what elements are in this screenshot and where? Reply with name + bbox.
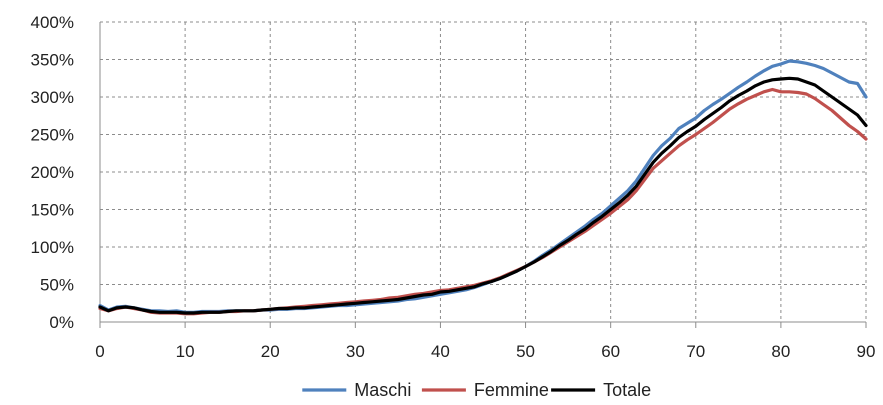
x-tick-label: 20 — [261, 342, 280, 361]
grid-layer — [100, 21, 867, 322]
x-tick-label: 0 — [95, 342, 104, 361]
y-tick-label: 150% — [31, 201, 74, 220]
series-layer — [98, 59, 868, 316]
y-tick-label: 250% — [31, 126, 74, 145]
y-tick-label: 200% — [31, 163, 74, 182]
x-tick-label: 70 — [686, 342, 705, 361]
x-tick-label: 40 — [431, 342, 450, 361]
y-tick-label: 50% — [40, 276, 74, 295]
x-tick-label: 30 — [346, 342, 365, 361]
legend-label-femmine: Femmine — [474, 380, 549, 400]
y-tick-label: 100% — [31, 238, 74, 257]
x-tick-label: 50 — [516, 342, 535, 361]
x-tick-label: 10 — [176, 342, 195, 361]
x-tick-label: 90 — [857, 342, 876, 361]
y-tick-label: 0% — [49, 313, 74, 332]
series-line-femmine — [98, 87, 868, 316]
legend-label-totale: Totale — [603, 380, 651, 400]
y-tick-label: 300% — [31, 88, 74, 107]
x-tick-label: 80 — [771, 342, 790, 361]
legend: Maschi Femmine Totale — [302, 380, 651, 400]
series-line-totale — [98, 76, 868, 315]
y-tick-label: 400% — [31, 13, 74, 32]
legend-label-maschi: Maschi — [354, 380, 411, 400]
y-tick-label: 350% — [31, 51, 74, 70]
tick-labels: 0% 50% 100% 150% 200% 250% 300% 350% 400% 0 10 20 30… — [31, 13, 876, 361]
axis-layer — [99, 22, 867, 328]
x-tick-label: 60 — [601, 342, 620, 361]
